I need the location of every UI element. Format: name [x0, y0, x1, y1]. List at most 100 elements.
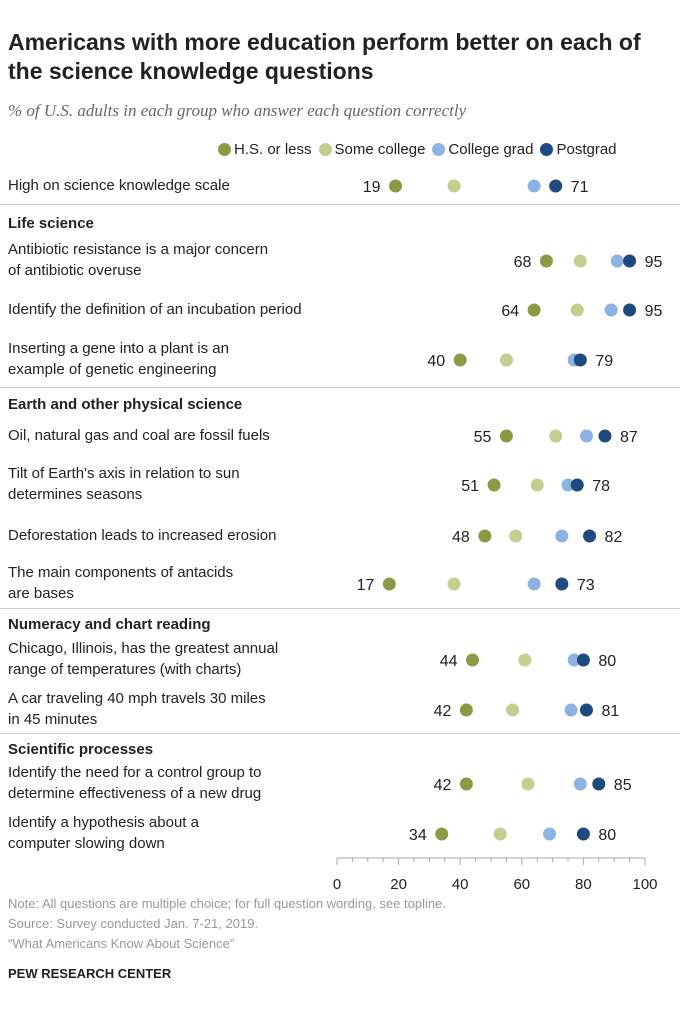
legend-swatch	[318, 143, 332, 156]
row-label: Identify the need for a control group to…	[8, 764, 262, 802]
dot-pg	[549, 179, 563, 193]
dot-pg	[592, 777, 606, 791]
dot-sc	[447, 179, 461, 193]
dot-pg	[555, 577, 569, 591]
dot-cg	[604, 303, 618, 317]
row-label: High on science knowledge scale	[8, 176, 230, 194]
dot-sc	[447, 577, 461, 591]
legend-label: Some college	[334, 141, 426, 158]
dot-cg	[567, 653, 581, 667]
chart-subtitle: % of U.S. adults in each group who answe…	[8, 101, 467, 120]
value-label-hs: 34	[409, 827, 427, 844]
section-heading: Life science	[8, 215, 94, 232]
value-label-pg: 73	[577, 577, 595, 594]
dot-cg	[573, 777, 587, 791]
value-label-hs: 42	[434, 703, 452, 720]
value-label-pg: 87	[620, 429, 638, 446]
chart-title: Americans with more education perform be…	[8, 29, 641, 84]
legend: H.S. or less Some college College grad Post…	[218, 141, 620, 158]
value-label-hs: 64	[501, 303, 519, 320]
section-divider	[0, 608, 680, 609]
value-label-pg: 95	[645, 254, 663, 271]
dot-sc	[549, 429, 563, 443]
value-label-hs: 48	[452, 529, 470, 546]
x-tick-label: 40	[452, 876, 469, 893]
dot-cg	[555, 529, 569, 543]
legend-swatch	[540, 143, 554, 156]
section-heading: Numeracy and chart reading	[8, 616, 211, 633]
row-label: Deforestation leads to increased erosion	[8, 526, 277, 544]
value-label-pg: 80	[598, 827, 616, 844]
row-label: Oil, natural gas and coal are fossil fue…	[8, 426, 270, 444]
x-tick-label: 20	[390, 876, 407, 893]
dot-hs	[453, 353, 467, 367]
dot-sc	[493, 827, 507, 841]
value-label-pg: 71	[571, 179, 589, 196]
legend-label: Postgrad	[556, 141, 617, 158]
dot-hs	[478, 529, 492, 543]
dot-pg	[576, 653, 590, 667]
section-heading: Earth and other physical science	[8, 396, 243, 413]
dot-hs	[539, 254, 553, 268]
dot-sc	[499, 353, 513, 367]
dot-sc	[509, 529, 523, 543]
dot-cg	[564, 703, 578, 717]
dot-cg	[527, 577, 541, 591]
value-label-hs: 40	[427, 353, 445, 370]
section-divider	[0, 733, 680, 734]
dot-cg	[543, 827, 557, 841]
dot-hs	[459, 777, 473, 791]
row-label: Antibiotic resistance is a major concern…	[8, 241, 269, 279]
value-label-pg: 80	[598, 653, 616, 670]
dot-sc	[570, 303, 584, 317]
section-divider	[0, 204, 680, 205]
dot-pg	[598, 429, 612, 443]
value-label-pg: 85	[614, 777, 632, 794]
row-label: The main components of antacids are bases	[8, 564, 234, 602]
dot-pg	[623, 254, 637, 268]
row-label: Chicago, Illinois, has the greatest annu…	[8, 640, 279, 678]
legend-swatch	[218, 143, 231, 156]
x-tick-label: 100	[632, 876, 657, 893]
value-label-pg: 78	[592, 478, 610, 495]
x-tick-label: 0	[333, 876, 341, 893]
dot-pg	[579, 703, 593, 717]
dot-hs	[435, 827, 449, 841]
dot-sc	[518, 653, 532, 667]
note: Note: All questions are multiple choice;…	[8, 896, 446, 911]
dot-hs	[459, 703, 473, 717]
legend-label: H.S. or less	[234, 141, 312, 158]
legend-swatch	[432, 143, 446, 156]
dot-sc	[521, 777, 535, 791]
dot-cg	[610, 254, 624, 268]
section-divider	[0, 387, 680, 388]
value-label-hs: 55	[474, 429, 492, 446]
row-label: A car traveling 40 mph travels 30 miles i…	[8, 690, 266, 728]
legend-item: Some college	[318, 141, 426, 158]
value-label-hs: 17	[357, 577, 375, 594]
legend-item: H.S. or less	[218, 141, 312, 158]
dot-pg	[570, 478, 584, 492]
dot-sc	[530, 478, 544, 492]
legend-item: Postgrad	[540, 141, 617, 158]
value-label-hs: 42	[434, 777, 452, 794]
dot-cg	[561, 478, 575, 492]
dot-hs	[499, 429, 513, 443]
footer-brand: PEW RESEARCH CENTER	[8, 966, 172, 981]
dot-sc	[506, 703, 520, 717]
row-label: Inserting a gene into a plant is an examp…	[8, 340, 229, 378]
dot-hs	[389, 179, 403, 193]
value-label-pg: 79	[595, 353, 613, 370]
legend-label: College grad	[448, 141, 534, 158]
legend-item: College grad	[432, 141, 533, 158]
dot-cg	[579, 429, 593, 443]
x-tick-label: 60	[513, 876, 530, 893]
value-label-hs: 51	[461, 478, 479, 495]
value-label-hs: 68	[514, 254, 532, 271]
section-heading: Scientific processes	[8, 741, 154, 758]
value-label-hs: 44	[440, 653, 458, 670]
report-title: “What Americans Know About Science”	[8, 936, 235, 951]
dot-hs	[466, 653, 480, 667]
dot-pg	[576, 827, 590, 841]
